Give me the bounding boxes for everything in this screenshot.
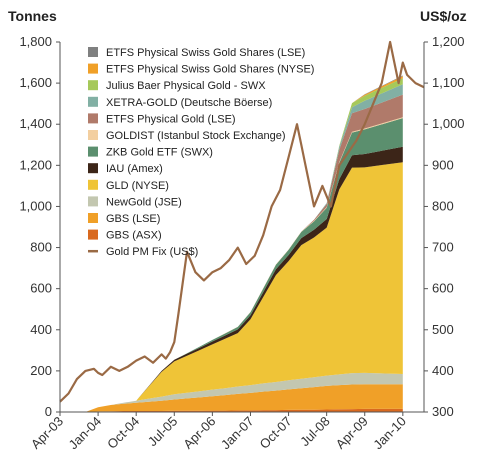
area-zkb-gold-etf-swx xyxy=(60,118,403,412)
legend: ETFS Physical Swiss Gold Shares (LSE) ETF… xyxy=(88,47,314,258)
legend-swatch-zkb-gold-etf-swx xyxy=(88,146,98,157)
x-tick-label: Oct-04 xyxy=(104,414,142,452)
left-tick-label: 1,000 xyxy=(19,198,52,213)
x-tick-label: Jan-04 xyxy=(66,414,105,453)
left-tick-label: 1,800 xyxy=(19,34,52,49)
left-tick-label: 0 xyxy=(45,404,52,419)
legend-label-zkb-gold-etf-swx: ZKB Gold ETF (SWX) xyxy=(106,147,213,159)
legend-swatch-etfs-physical-swiss-gold-shares-lse xyxy=(88,47,98,57)
legend-label-iau-amex: IAU (Amex) xyxy=(106,163,163,175)
x-tick-label: Apr-03 xyxy=(28,414,66,452)
legend-label-gold-pm-fix-us: Gold PM Fix (US$) xyxy=(106,246,198,258)
right-tick-label: 800 xyxy=(432,198,454,213)
stacked-areas xyxy=(60,75,403,413)
legend-swatch-gld-nyse xyxy=(88,179,98,190)
legend-swatch-etfs-physical-swiss-gold-shares-nyse xyxy=(88,63,98,74)
left-tick-label: 1,200 xyxy=(19,157,52,172)
right-tick-label: 500 xyxy=(432,322,454,337)
x-tick-label: Apr-06 xyxy=(180,414,218,452)
legend-label-etfs-physical-swiss-gold-shares-lse: ETFS Physical Swiss Gold Shares (LSE) xyxy=(106,47,305,59)
legend-swatch-iau-amex xyxy=(88,163,98,174)
right-tick-label: 1,200 xyxy=(432,34,465,49)
legend-swatch-goldist-istanbul-stock-exchange xyxy=(88,130,98,140)
legend-swatch-gbs-asx xyxy=(88,229,98,240)
area-etfs-physical-gold-lse xyxy=(60,94,403,412)
legend-label-etfs-physical-gold-lse: ETFS Physical Gold (LSE) xyxy=(106,113,236,125)
left-tick-label: 1,600 xyxy=(19,75,52,90)
legend-label-goldist-istanbul-stock-exchange: GOLDIST (Istanbul Stock Exchange) xyxy=(106,130,286,142)
legend-label-newgold-jse: NewGold (JSE) xyxy=(106,196,182,208)
legend-label-julius-baer-physical-gold-swx: Julius Baer Physical Gold - SWX xyxy=(106,80,266,92)
x-tick-label: Jan-07 xyxy=(218,414,257,453)
gold-price-line xyxy=(59,40,425,403)
x-tick-label: Jul-08 xyxy=(297,414,333,450)
left-tick-label: 600 xyxy=(30,281,52,296)
left-tick-label: 800 xyxy=(30,240,52,255)
area-gbs-lse xyxy=(60,384,403,412)
right-tick-label: 700 xyxy=(432,240,454,255)
x-tick-label: Apr-09 xyxy=(333,414,371,452)
right-tick-label: 1,100 xyxy=(432,75,465,90)
legend-swatch-newgold-jse xyxy=(88,196,98,207)
legend-label-gbs-lse: GBS (LSE) xyxy=(106,213,160,225)
area-newgold-jse xyxy=(60,372,403,412)
right-tick-label: 900 xyxy=(432,157,454,172)
right-axis-title: US$/oz xyxy=(420,8,467,24)
x-tick-label: Oct-07 xyxy=(256,414,294,452)
left-tick-label: 200 xyxy=(30,363,52,378)
right-tick-label: 1,000 xyxy=(432,116,465,131)
legend-label-xetra-gold-deutsche-b-erse: XETRA-GOLD (Deutsche Böerse) xyxy=(106,97,272,109)
x-tick-label: Jan-10 xyxy=(370,414,409,453)
legend-swatch-gbs-lse xyxy=(88,213,98,223)
right-tick-label: 400 xyxy=(432,363,454,378)
right-tick-label: 300 xyxy=(432,404,454,419)
gold-price-line-layer xyxy=(59,40,425,403)
legend-swatch-xetra-gold-deutsche-b-erse xyxy=(88,96,98,107)
left-tick-label: 400 xyxy=(30,322,52,337)
legend-label-etfs-physical-swiss-gold-shares-nyse: ETFS Physical Swiss Gold Shares (NYSE) xyxy=(106,64,314,76)
left-axis-title: Tonnes xyxy=(8,8,57,24)
legend-label-gld-nyse: GLD (NYSE) xyxy=(106,180,169,192)
legend-swatch-etfs-physical-gold-lse xyxy=(88,113,98,124)
legend-label-gbs-asx: GBS (ASX) xyxy=(106,230,162,242)
x-tick-label: Jul-05 xyxy=(145,414,181,450)
area-gld-nyse xyxy=(60,162,403,412)
area-gbs-asx xyxy=(60,408,403,412)
right-tick-label: 600 xyxy=(432,281,454,296)
legend-swatch-julius-baer-physical-gold-swx xyxy=(88,80,98,91)
left-tick-label: 1,400 xyxy=(19,116,52,131)
